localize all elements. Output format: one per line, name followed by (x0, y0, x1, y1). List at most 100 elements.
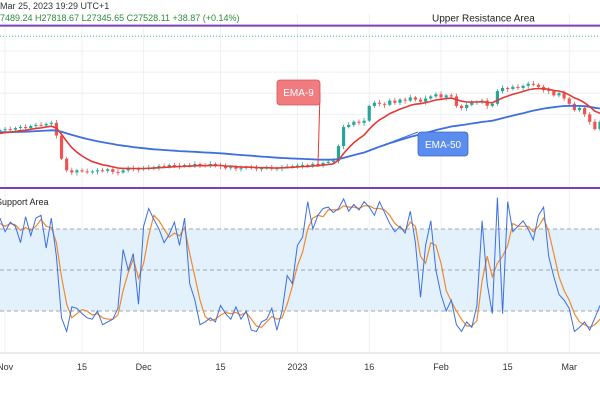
candle-body (167, 165, 171, 167)
candle-body (229, 167, 233, 169)
x-tick-label: 16 (364, 362, 374, 372)
ema9-label-box (276, 79, 321, 106)
candle-body (172, 165, 176, 167)
candle-body (75, 170, 79, 173)
candle-body (95, 170, 100, 172)
candle-body (126, 168, 130, 171)
candle-body (516, 86, 520, 88)
candle-body (572, 103, 576, 111)
candle-body (562, 93, 566, 99)
candle-body (444, 95, 448, 98)
candle-body (470, 102, 474, 105)
candle-body (85, 171, 89, 173)
candle-body (526, 83, 530, 86)
candle-body (588, 114, 592, 122)
candle-body (65, 158, 69, 171)
candle-body (336, 146, 341, 161)
x-tick-label: 15 (216, 362, 226, 372)
candle-body (3, 129, 7, 131)
candle-body (552, 91, 556, 96)
grid (0, 14, 600, 352)
candle-body (213, 163, 217, 166)
oscillator-levels (0, 228, 600, 312)
ohlc-values: 7489.24 H27818.67 L27345.65 C27528.11 +3… (0, 13, 240, 23)
candle-body (495, 91, 500, 104)
candle-body (547, 90, 551, 92)
candle-body (157, 166, 161, 168)
candle-body (372, 102, 376, 106)
x-tick-label: Dec (136, 362, 153, 372)
candle-body (377, 102, 382, 104)
x-tick-label: Mar (561, 362, 577, 372)
candle-body (583, 108, 587, 115)
candle-body (326, 161, 330, 163)
candle-body (311, 163, 315, 167)
candle-body (459, 105, 464, 109)
x-tick-label: 2023 (287, 362, 307, 372)
candle-body (116, 171, 120, 173)
candle-body (100, 170, 105, 172)
candle-body (531, 83, 535, 85)
candle-body (393, 100, 397, 103)
candle-body (224, 166, 228, 169)
date-label: Mar 25, 2023 19:29 UTC+1 (0, 1, 110, 11)
candle-body (70, 170, 74, 173)
candle-body (511, 86, 515, 89)
candle-body (403, 99, 407, 101)
ema9-pointer (317, 93, 321, 166)
ema50-callout: EMA-50 (379, 131, 469, 157)
candle-body (567, 98, 571, 104)
ema9-callout: EMA-9 (276, 79, 321, 166)
candle-body (44, 123, 48, 126)
candle-body (121, 170, 125, 173)
candle-body (347, 124, 351, 128)
x-tick-label: Nov (0, 362, 14, 372)
candle-body (352, 121, 356, 125)
ema50-pointer (379, 131, 419, 148)
ema50-label-box (417, 131, 469, 157)
candle-body (295, 165, 300, 167)
candle-body (198, 163, 202, 166)
candle-body (13, 128, 17, 130)
candle-body (357, 121, 361, 123)
candle-body (598, 121, 600, 130)
candle-body (449, 95, 453, 97)
upper-resistance-label: Upper Resistance Area (432, 14, 535, 25)
candle-body (362, 120, 366, 123)
candle-body (39, 124, 43, 126)
ema50-line (0, 104, 600, 161)
candle-body (367, 105, 371, 121)
candle-body (80, 170, 84, 172)
candle-body (408, 97, 412, 101)
candle-body (388, 100, 392, 105)
candle-body (234, 167, 238, 169)
candle-body (193, 163, 197, 166)
candle-body (162, 166, 166, 168)
candle-body (398, 99, 402, 103)
candle-body (49, 122, 53, 124)
candle-body (306, 165, 310, 167)
candle-body (434, 94, 438, 97)
candle-body (259, 168, 264, 170)
candle-body (331, 160, 335, 162)
candle-body (418, 99, 423, 102)
candle-body (300, 165, 305, 167)
ema50-label: EMA-50 (425, 140, 462, 151)
candle-body (29, 125, 33, 129)
ema9-label: EMA-9 (283, 88, 314, 99)
candle-body (106, 169, 110, 171)
candle-body (536, 84, 541, 87)
candle-body (59, 135, 64, 159)
x-axis: Nov 15 Dec 15 2023 16 Feb 15 Mar (0, 362, 577, 372)
candle-body (8, 129, 12, 131)
candle-body (24, 127, 28, 129)
candle-body (500, 87, 505, 92)
candle-body (239, 168, 243, 170)
candle-body (321, 162, 325, 165)
candle-body (429, 96, 433, 99)
candle-body (506, 87, 510, 89)
candle-body (557, 93, 561, 96)
support-area-label: Support Area (0, 197, 49, 207)
